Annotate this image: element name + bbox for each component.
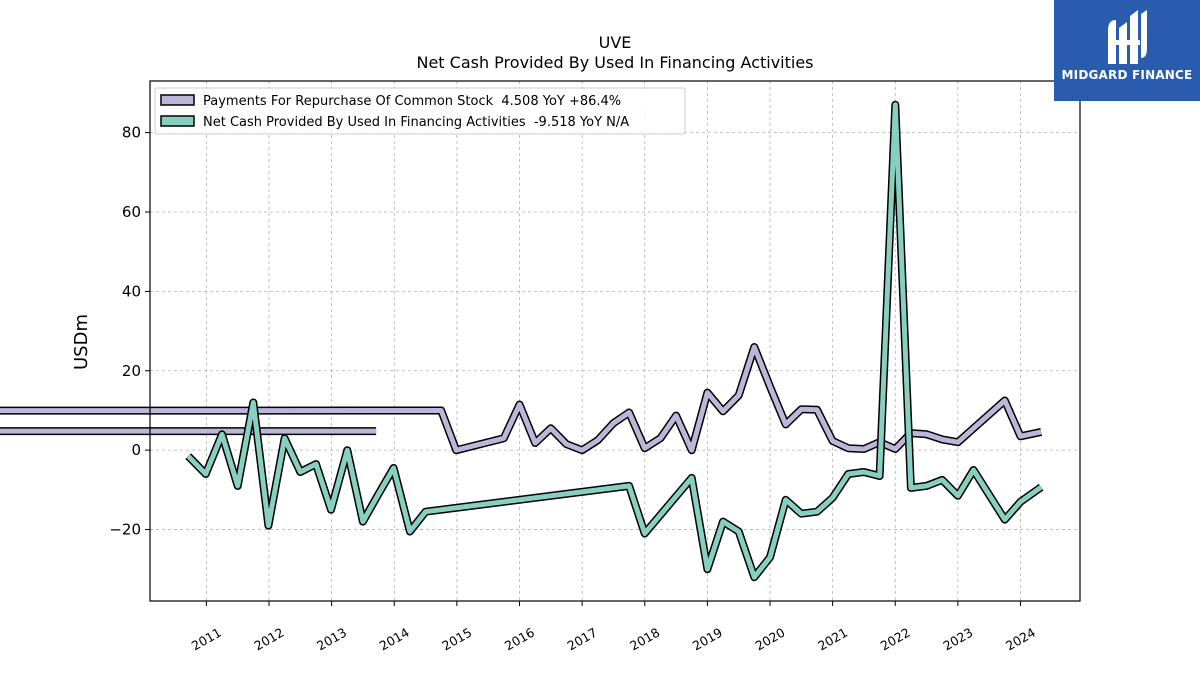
x-tick-label: 2015: [439, 625, 474, 654]
x-tick-label: 2022: [878, 625, 913, 654]
x-axis: 2011 2012 2013 2014 2015 2016 2017 2018 2019 2020…: [189, 601, 1038, 654]
x-tick-label: 2011: [189, 625, 224, 654]
logo-text: MIDGARD FINANCE: [1061, 68, 1193, 82]
series-layer: [0, 100, 1044, 582]
grid-lines: [150, 81, 1080, 601]
legend-label-financing: Net Cash Provided By Used In Financing A…: [203, 115, 629, 130]
x-tick-label: 2024: [1003, 625, 1038, 654]
x-tick-label: 2017: [565, 625, 600, 654]
x-tick-label: 2014: [377, 625, 412, 654]
y-axis: −20 0 20 40 60 80: [109, 124, 150, 539]
legend-swatch-financing: [160, 115, 195, 127]
x-tick-label: 2019: [690, 625, 725, 654]
x-tick-label: 2021: [815, 625, 850, 654]
y-tick-label: 20: [122, 362, 141, 380]
y-tick-label: 80: [122, 124, 141, 142]
x-tick-label: 2013: [314, 625, 349, 654]
series-line-1: [186, 102, 1043, 580]
chart-subtitle: Net Cash Provided By Used In Financing A…: [416, 53, 813, 72]
y-tick-label: 40: [122, 282, 141, 300]
y-axis-label: USDm: [71, 314, 92, 370]
plot-frame: [149, 80, 1081, 602]
y-tick-label: −20: [109, 521, 141, 539]
legend-box: [154, 87, 686, 135]
midgard-finance-logo: MIDGARD FINANCE: [1054, 0, 1200, 101]
midgard-logo-icon: [1108, 10, 1147, 64]
x-tick-label: 2018: [627, 625, 662, 654]
x-tick-label: 2023: [940, 625, 975, 654]
legend: Payments For Repurchase Of Common Stock …: [154, 87, 686, 135]
x-tick-label: 2012: [251, 625, 286, 654]
chart-title: UVE: [599, 33, 632, 52]
series-outline-1: [185, 100, 1044, 582]
x-tick-label: 2020: [752, 625, 787, 654]
y-tick-label: 0: [131, 441, 141, 459]
y-tick-label: 60: [122, 203, 141, 221]
legend-label-repurchase: Payments For Repurchase Of Common Stock …: [203, 94, 621, 109]
x-tick-label: 2016: [502, 625, 537, 654]
legend-swatch-repurchase: [160, 94, 195, 106]
